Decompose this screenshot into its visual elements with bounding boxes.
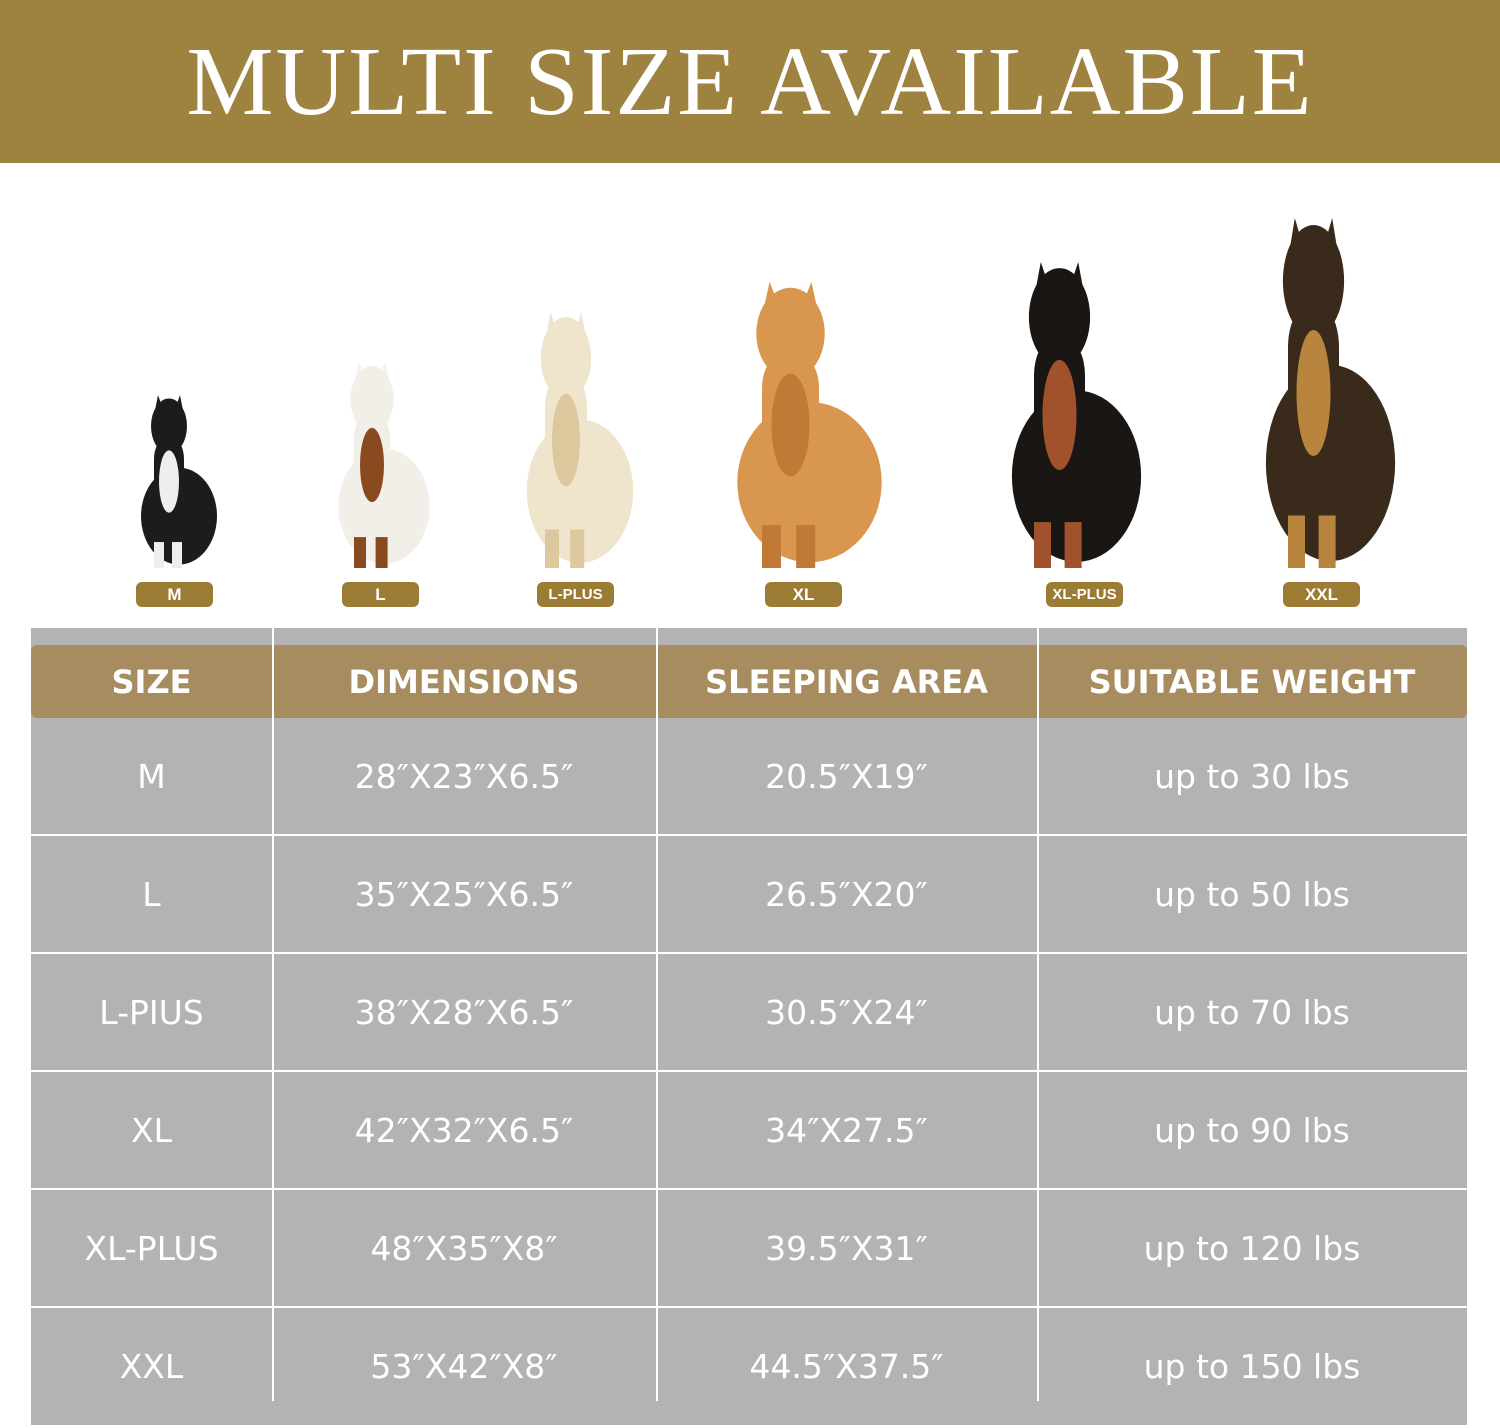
cell-suitable-weight: up to 120 lbs	[1143, 1228, 1361, 1268]
cell-size: XL-PLUS	[84, 1228, 219, 1268]
cell-size: M	[137, 757, 166, 796]
german-shepherd-image	[1265, 218, 1396, 568]
page-title: MULTI SIZE AVAILABLE	[186, 27, 1314, 136]
cell-sleeping-area: 26.5″X20″	[765, 874, 928, 914]
column-divider	[656, 628, 658, 1401]
size-badge-m: M	[136, 582, 213, 607]
cell-dimensions: 48″X35″X8″	[370, 1228, 558, 1268]
row-divider	[31, 1070, 1467, 1072]
size-badge-xl-plus: XL-PLUS	[1046, 582, 1123, 607]
cell-suitable-weight: up to 90 lbs	[1154, 1110, 1350, 1150]
cell-dimensions: 42″X32″X6.5″	[354, 1110, 574, 1150]
size-chart-table: SIZE DIMENSIONS SLEEPING AREA SUITABLE WEIG…	[31, 628, 1467, 1425]
golden-retriever-cream-image	[526, 312, 634, 568]
row-divider	[31, 834, 1467, 836]
cell-sleeping-area: 20.5″X19″	[765, 757, 928, 796]
column-divider	[272, 628, 274, 1401]
row-divider	[31, 1306, 1467, 1308]
column-divider	[1037, 628, 1039, 1401]
cell-sleeping-area: 44.5″X37.5″	[749, 1346, 944, 1386]
cell-size: L-PIUS	[99, 992, 204, 1032]
doberman-image	[1011, 262, 1142, 568]
cell-suitable-weight: up to 50 lbs	[1154, 874, 1350, 914]
cell-sleeping-area: 39.5″X31″	[765, 1228, 928, 1268]
cell-suitable-weight: up to 150 lbs	[1143, 1346, 1361, 1386]
cell-dimensions: 28″X23″X6.5″	[354, 757, 574, 796]
golden-retriever-image	[737, 282, 882, 568]
cell-size: L	[142, 874, 161, 914]
cell-size: XXL	[119, 1346, 184, 1386]
cell-suitable-weight: up to 30 lbs	[1154, 757, 1350, 796]
header-dimensions: DIMENSIONS	[348, 662, 580, 701]
header-size: SIZE	[111, 662, 192, 701]
cell-dimensions: 35″X25″X6.5″	[354, 874, 574, 914]
cell-size: XL	[131, 1110, 172, 1150]
header-suitable-weight: SUITABLE WEIGHT	[1088, 662, 1416, 701]
cell-sleeping-area: 34″X27.5″	[765, 1110, 928, 1150]
cell-dimensions: 53″X42″X8″	[370, 1346, 558, 1386]
table-header-row	[31, 645, 1467, 718]
header-sleeping-area: SLEEPING AREA	[705, 662, 988, 701]
row-divider	[31, 1188, 1467, 1190]
size-badge-l: L	[342, 582, 419, 607]
size-badge-xl: XL	[765, 582, 842, 607]
row-divider	[31, 952, 1467, 954]
size-badge-xxl: XXL	[1283, 582, 1360, 607]
cell-sleeping-area: 30.5″X24″	[765, 992, 928, 1032]
beagle-image	[338, 362, 430, 568]
french-bulldog-image	[141, 395, 217, 568]
cell-suitable-weight: up to 70 lbs	[1154, 992, 1350, 1032]
cell-dimensions: 38″X28″X6.5″	[354, 992, 574, 1032]
size-badge-l-plus: L-PLUS	[537, 582, 614, 607]
title-banner: MULTI SIZE AVAILABLE	[0, 0, 1500, 163]
